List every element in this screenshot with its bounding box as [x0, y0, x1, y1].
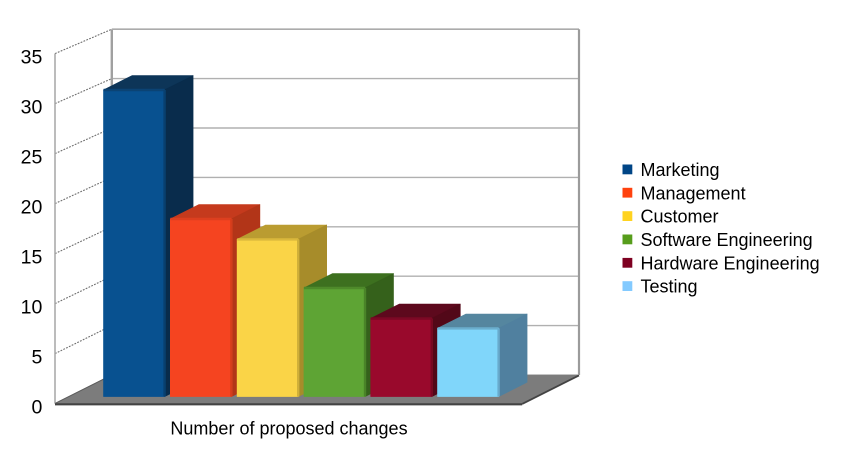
svg-text:Customer: Customer: [641, 207, 719, 227]
svg-text:Testing: Testing: [641, 277, 698, 297]
svg-text:15: 15: [21, 247, 43, 269]
svg-text:30: 30: [21, 97, 43, 119]
svg-text:0: 0: [31, 397, 42, 419]
svg-text:10: 10: [21, 297, 43, 319]
svg-text:Software Engineering: Software Engineering: [641, 230, 813, 250]
svg-text:Number of proposed changes: Number of proposed changes: [170, 419, 407, 439]
svg-text:25: 25: [21, 147, 43, 169]
svg-text:5: 5: [31, 347, 42, 369]
svg-text:35: 35: [21, 47, 43, 69]
svg-text:Management: Management: [641, 183, 746, 203]
svg-text:Hardware Engineering: Hardware Engineering: [641, 253, 820, 273]
svg-text:20: 20: [21, 197, 43, 219]
svg-text:Marketing: Marketing: [641, 160, 720, 180]
